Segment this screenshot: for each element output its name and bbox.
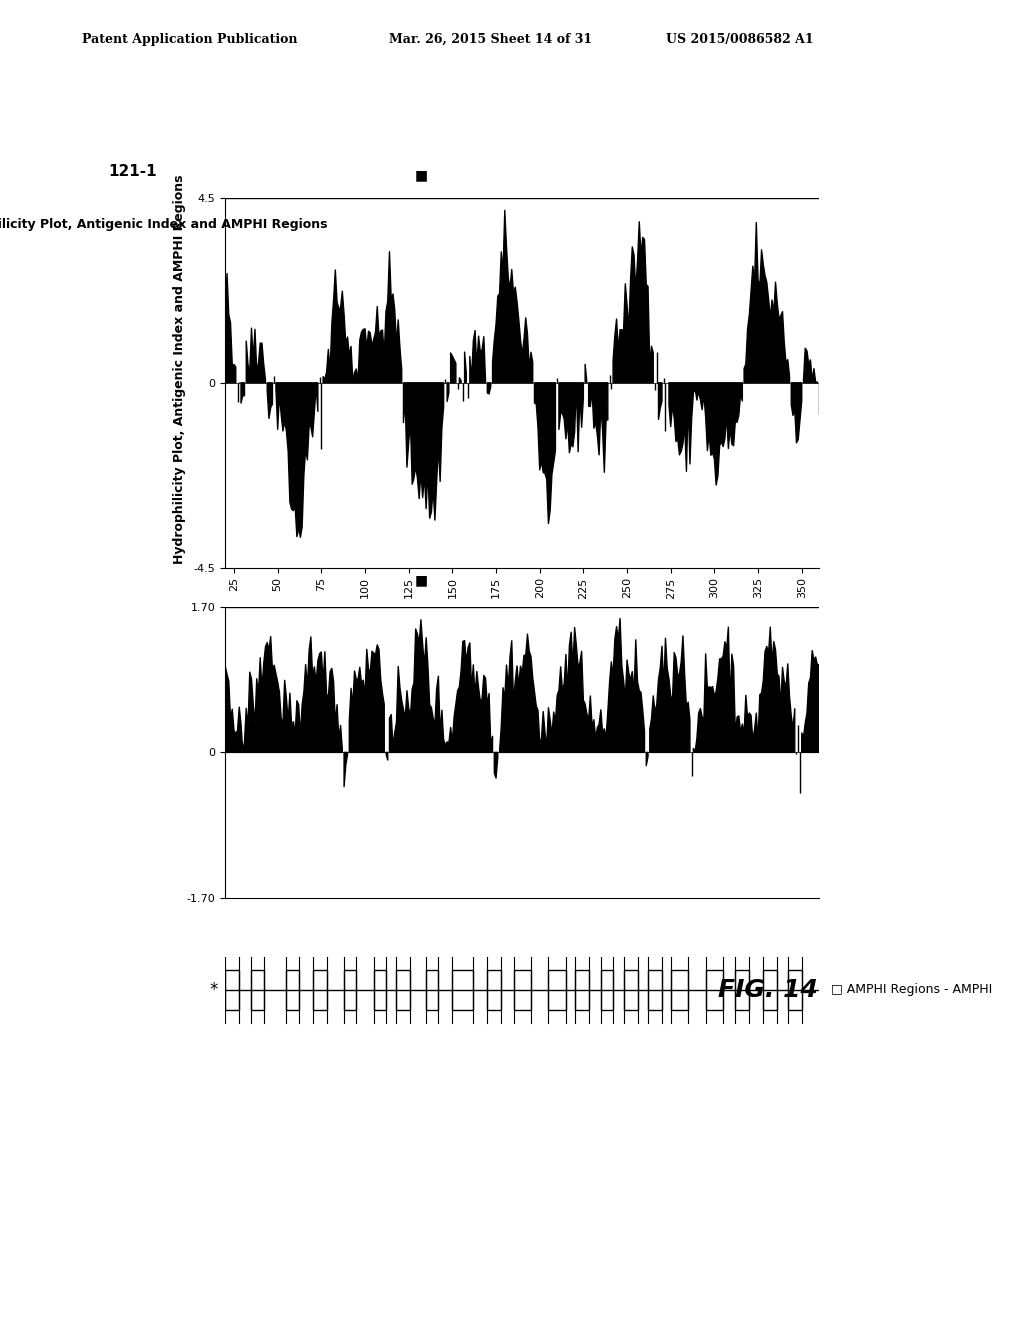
Bar <box>549 970 566 1010</box>
Bar <box>735 970 750 1010</box>
Text: ■: ■ <box>415 573 428 587</box>
Bar <box>574 970 589 1010</box>
Bar <box>763 970 777 1010</box>
Text: □ AMPHI Regions - AMPHI: □ AMPHI Regions - AMPHI <box>831 983 992 997</box>
Bar <box>787 970 802 1010</box>
Bar <box>344 970 356 1010</box>
Bar <box>706 970 723 1010</box>
Bar <box>287 970 299 1010</box>
Text: 121-1: 121-1 <box>109 164 158 180</box>
Bar <box>426 970 438 1010</box>
Bar <box>671 970 688 1010</box>
Text: Mar. 26, 2015 Sheet 14 of 31: Mar. 26, 2015 Sheet 14 of 31 <box>389 33 592 46</box>
Bar <box>252 970 264 1010</box>
Bar <box>601 970 613 1010</box>
Bar <box>374 970 386 1010</box>
Bar <box>312 970 327 1010</box>
Bar <box>513 970 531 1010</box>
Bar <box>624 970 638 1010</box>
Text: Patent Application Publication: Patent Application Publication <box>82 33 297 46</box>
Bar <box>453 970 473 1010</box>
Bar <box>487 970 502 1010</box>
Text: ■: ■ <box>415 169 428 182</box>
Bar <box>225 970 240 1010</box>
Text: *: * <box>209 981 217 999</box>
Bar <box>648 970 662 1010</box>
Bar <box>396 970 411 1010</box>
Bar <box>199 970 211 1010</box>
Text: FIG. 14: FIG. 14 <box>718 978 818 1002</box>
Text: Hydrophilicity Plot, Antigenic Index and AMPHI Regions: Hydrophilicity Plot, Antigenic Index and… <box>0 218 328 231</box>
Text: US 2015/0086582 A1: US 2015/0086582 A1 <box>666 33 813 46</box>
Text: Hydrophilicity Plot, Antigenic Index and AMPHI Regions: Hydrophilicity Plot, Antigenic Index and… <box>173 174 185 565</box>
